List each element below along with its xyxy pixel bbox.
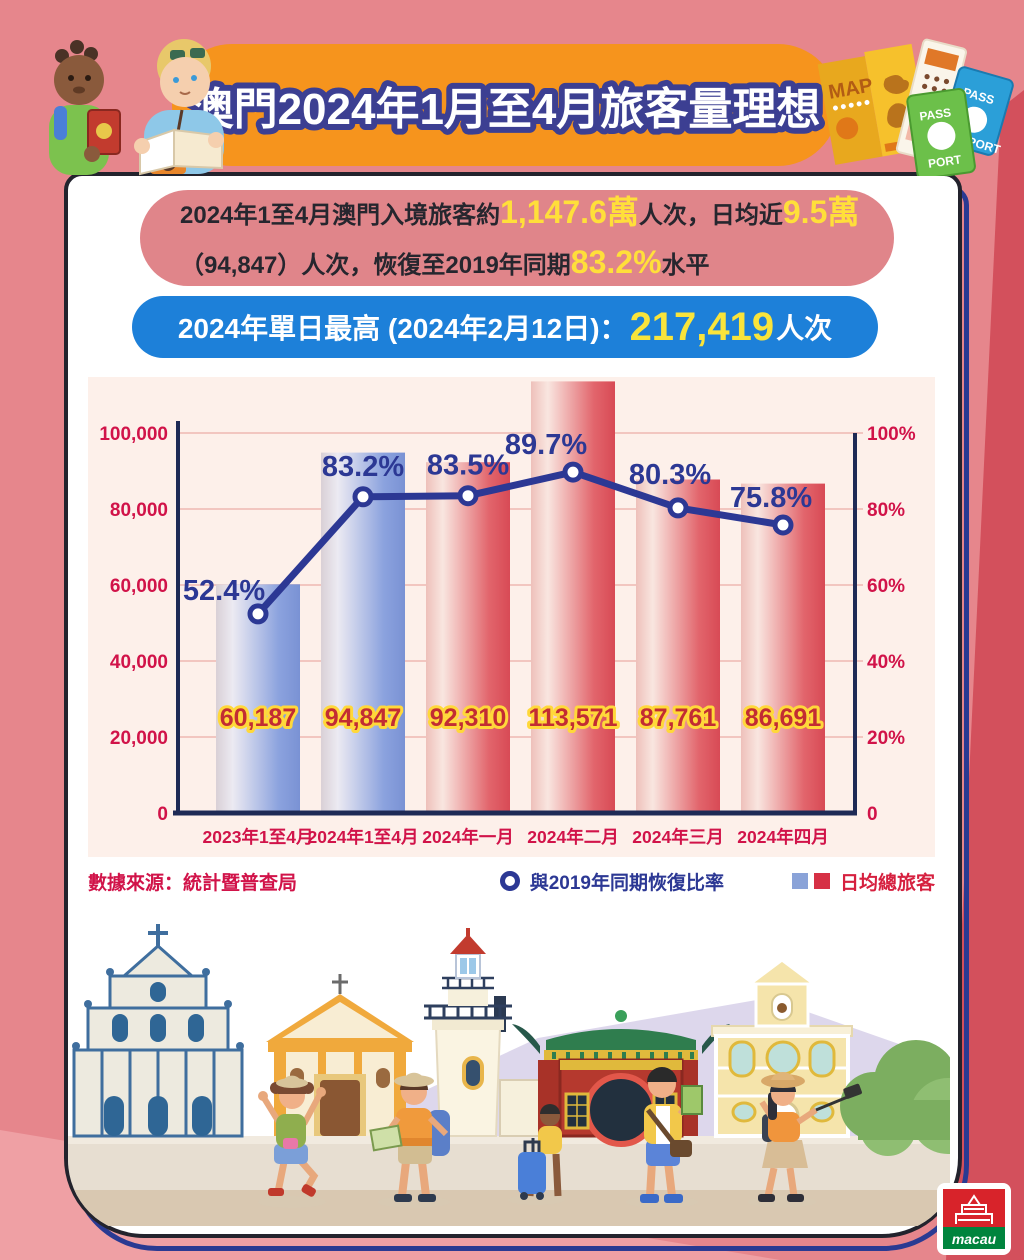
peak-unit: 人次 (776, 313, 833, 344)
svg-text:83.2%: 83.2% (322, 451, 404, 483)
svg-text:2023年1至4月: 2023年1至4月 (203, 827, 314, 847)
line-legend-label: 與2019年同期恢復比率 (529, 872, 724, 894)
page-title: 澳門2024年1月至4月旅客量理想 (190, 85, 821, 134)
man-tourist (134, 39, 224, 176)
tourist-selfie-woman (758, 1072, 862, 1202)
summary-highlight-daily: 9.5萬 (782, 194, 860, 231)
tourists-illustration (24, 26, 242, 176)
bar-legend-red-square-icon (813, 873, 830, 889)
recovery-line (254, 468, 787, 618)
summary-line-1: 2024年1至4月澳門入境旅客約1,147.6萬人次，日均近9.5萬 (180, 194, 860, 231)
map-ticket-passports-illustration: MAP PASS (810, 28, 1018, 180)
title-banner: 澳門2024年1月至4月旅客量理想 (172, 44, 838, 166)
peak-label: 2024年單日最高 (2024年2月12日)： (177, 313, 628, 344)
chart-panel: 100,000 80,000 60,000 40,000 20,000 0 100% 80% 6… (88, 377, 935, 857)
svg-text:113,571: 113,571 (529, 704, 618, 732)
summary-line-2: （94,847）人次，恢復至2019年同期83.2%水平 (180, 244, 710, 280)
content-card: 2024年1至4月澳門入境旅客約1,147.6萬人次，日均近9.5萬 （94,8… (64, 172, 962, 1238)
svg-text:52.4%: 52.4% (183, 575, 265, 607)
svg-text:20%: 20% (867, 728, 905, 749)
kid-tourist (49, 40, 121, 175)
chart-legend: 與2019年同期恢復比率 日均總旅客 (499, 868, 935, 895)
ama-temple (512, 1010, 730, 1147)
svg-text:40%: 40% (867, 652, 905, 673)
bar-legend-blue-square-icon (791, 873, 808, 889)
tourist-suitcase-woman (518, 1104, 562, 1200)
svg-text:20,000: 20,000 (110, 728, 168, 749)
svg-text:92,310: 92,310 (430, 704, 506, 732)
summary-pill: 2024年1至4月澳門入境旅客約1,147.6萬人次，日均近9.5萬 （94,8… (140, 190, 894, 286)
svg-text:2024年一月: 2024年一月 (422, 827, 513, 847)
legend-row: 數據來源：統計暨普查局 與2019年同期恢復比率 日均總旅客 (88, 866, 935, 896)
svg-text:86,691: 86,691 (745, 704, 822, 732)
line-legend-marker-icon (499, 871, 520, 891)
svg-text:60,187: 60,187 (220, 704, 296, 732)
svg-text:2024年1至4月: 2024年1至4月 (308, 827, 419, 847)
passport-green-icon: PASS PORT (906, 88, 976, 180)
visitors-combo-chart: 100,000 80,000 60,000 40,000 20,000 0 100% 80% 6… (99, 381, 916, 847)
svg-text:80,000: 80,000 (110, 500, 168, 521)
svg-text:83.5%: 83.5% (427, 450, 509, 482)
svg-text:75.8%: 75.8% (730, 482, 812, 514)
svg-text:87,761: 87,761 (640, 704, 717, 732)
svg-text:0: 0 (157, 804, 168, 825)
bar (741, 483, 825, 813)
svg-text:94,847: 94,847 (325, 704, 401, 732)
svg-text:100%: 100% (867, 424, 916, 445)
svg-text:0: 0 (867, 804, 878, 825)
svg-text:PORT: PORT (927, 152, 963, 171)
summary-highlight-recovery: 83.2% (570, 244, 662, 280)
svg-text:89.7%: 89.7% (505, 429, 587, 461)
tourist-jumping-girl (258, 1075, 326, 1197)
tourists-art (49, 39, 224, 176)
svg-text:60,000: 60,000 (110, 576, 168, 597)
svg-text:100,000: 100,000 (99, 424, 168, 445)
svg-text:2024年四月: 2024年四月 (737, 827, 828, 847)
peak-value: 217,419 (629, 304, 775, 349)
yellow-chapel (266, 974, 414, 1136)
svg-text:80.3%: 80.3% (629, 459, 711, 491)
macau-logo: macau (936, 1182, 1012, 1256)
summary-highlight-total: 1,147.6萬 (500, 194, 639, 231)
data-source: 數據來源：統計暨普查局 (88, 872, 298, 894)
tourist-backpacker (369, 1072, 450, 1202)
yellow-colonial-building (711, 958, 853, 1138)
bar-legend-label: 日均總旅客 (839, 872, 935, 894)
map-icon: MAP (817, 43, 930, 165)
peak-pill: 2024年單日最高 (2024年2月12日)： 217,419 人次 (132, 296, 878, 358)
landmarks-art (68, 924, 950, 1226)
travel-docs-art: MAP PASS (817, 38, 1014, 180)
bar (636, 479, 720, 813)
tourists (258, 1067, 862, 1208)
bar (321, 452, 405, 813)
svg-text:2024年三月: 2024年三月 (632, 827, 723, 847)
macau-landmarks-tourists-illustration (68, 900, 950, 1226)
bar (531, 381, 615, 813)
svg-text:60%: 60% (867, 576, 905, 597)
title-banner-text: 澳門2024年1月至4月旅客量理想 (184, 79, 827, 140)
svg-text:40,000: 40,000 (110, 652, 168, 673)
guia-lighthouse (424, 928, 545, 1137)
tourist-map-man (640, 1067, 703, 1203)
st-pauls-ruins (72, 924, 244, 1138)
macau-logo-text: macau (952, 1231, 997, 1247)
svg-text:80%: 80% (867, 500, 905, 521)
svg-text:2024年二月: 2024年二月 (527, 827, 618, 847)
svg-text:PASS: PASS (919, 105, 952, 123)
bar (426, 462, 510, 813)
content-card-inner: 2024年1至4月澳門入境旅客約1,147.6萬人次，日均近9.5萬 （94,8… (68, 176, 958, 1234)
macau-logo-art: macau (937, 1183, 1011, 1255)
